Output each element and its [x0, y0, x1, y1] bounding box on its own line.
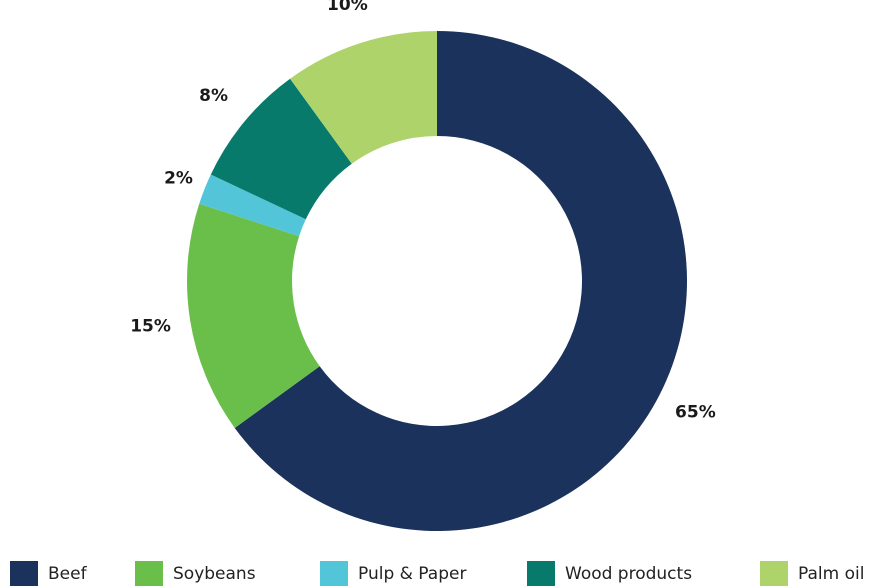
slice-beef: [234, 31, 687, 531]
legend-item-palm-oil: Palm oil: [760, 561, 864, 586]
slice-wood-products: [210, 78, 352, 220]
slice-soybeans: [187, 203, 320, 428]
label-soybeans: 15%: [130, 316, 171, 336]
legend-swatch-wood-products: [527, 561, 555, 586]
legend-label-soybeans: Soybeans: [173, 563, 256, 584]
legend-item-pulp-paper: Pulp & Paper: [320, 561, 466, 586]
slice-palm-oil: [290, 31, 437, 164]
legend-label-wood-products: Wood products: [565, 563, 693, 584]
label-palm-oil: 10%: [327, 0, 368, 15]
label-wood-products: 8%: [199, 86, 228, 106]
label-pulp-paper: 2%: [164, 169, 193, 189]
legend-item-soybeans: Soybeans: [135, 561, 256, 586]
legend-label-palm-oil: Palm oil: [798, 563, 865, 584]
legend-item-wood-products: Wood products: [527, 561, 692, 586]
legend-swatch-palm-oil: [760, 561, 788, 586]
chart-legend: Beef Soybeans Pulp & Paper Wood products…: [10, 561, 872, 586]
legend-item-beef: Beef: [10, 561, 87, 586]
legend-swatch-pulp-paper: [320, 561, 348, 586]
slice-pulp-paper: [199, 174, 306, 237]
legend-label-pulp-paper: Pulp & Paper: [358, 563, 467, 584]
legend-swatch-beef: [10, 561, 38, 586]
legend-label-beef: Beef: [48, 563, 87, 584]
legend-swatch-soybeans: [135, 561, 163, 586]
label-beef: 65%: [675, 403, 716, 423]
